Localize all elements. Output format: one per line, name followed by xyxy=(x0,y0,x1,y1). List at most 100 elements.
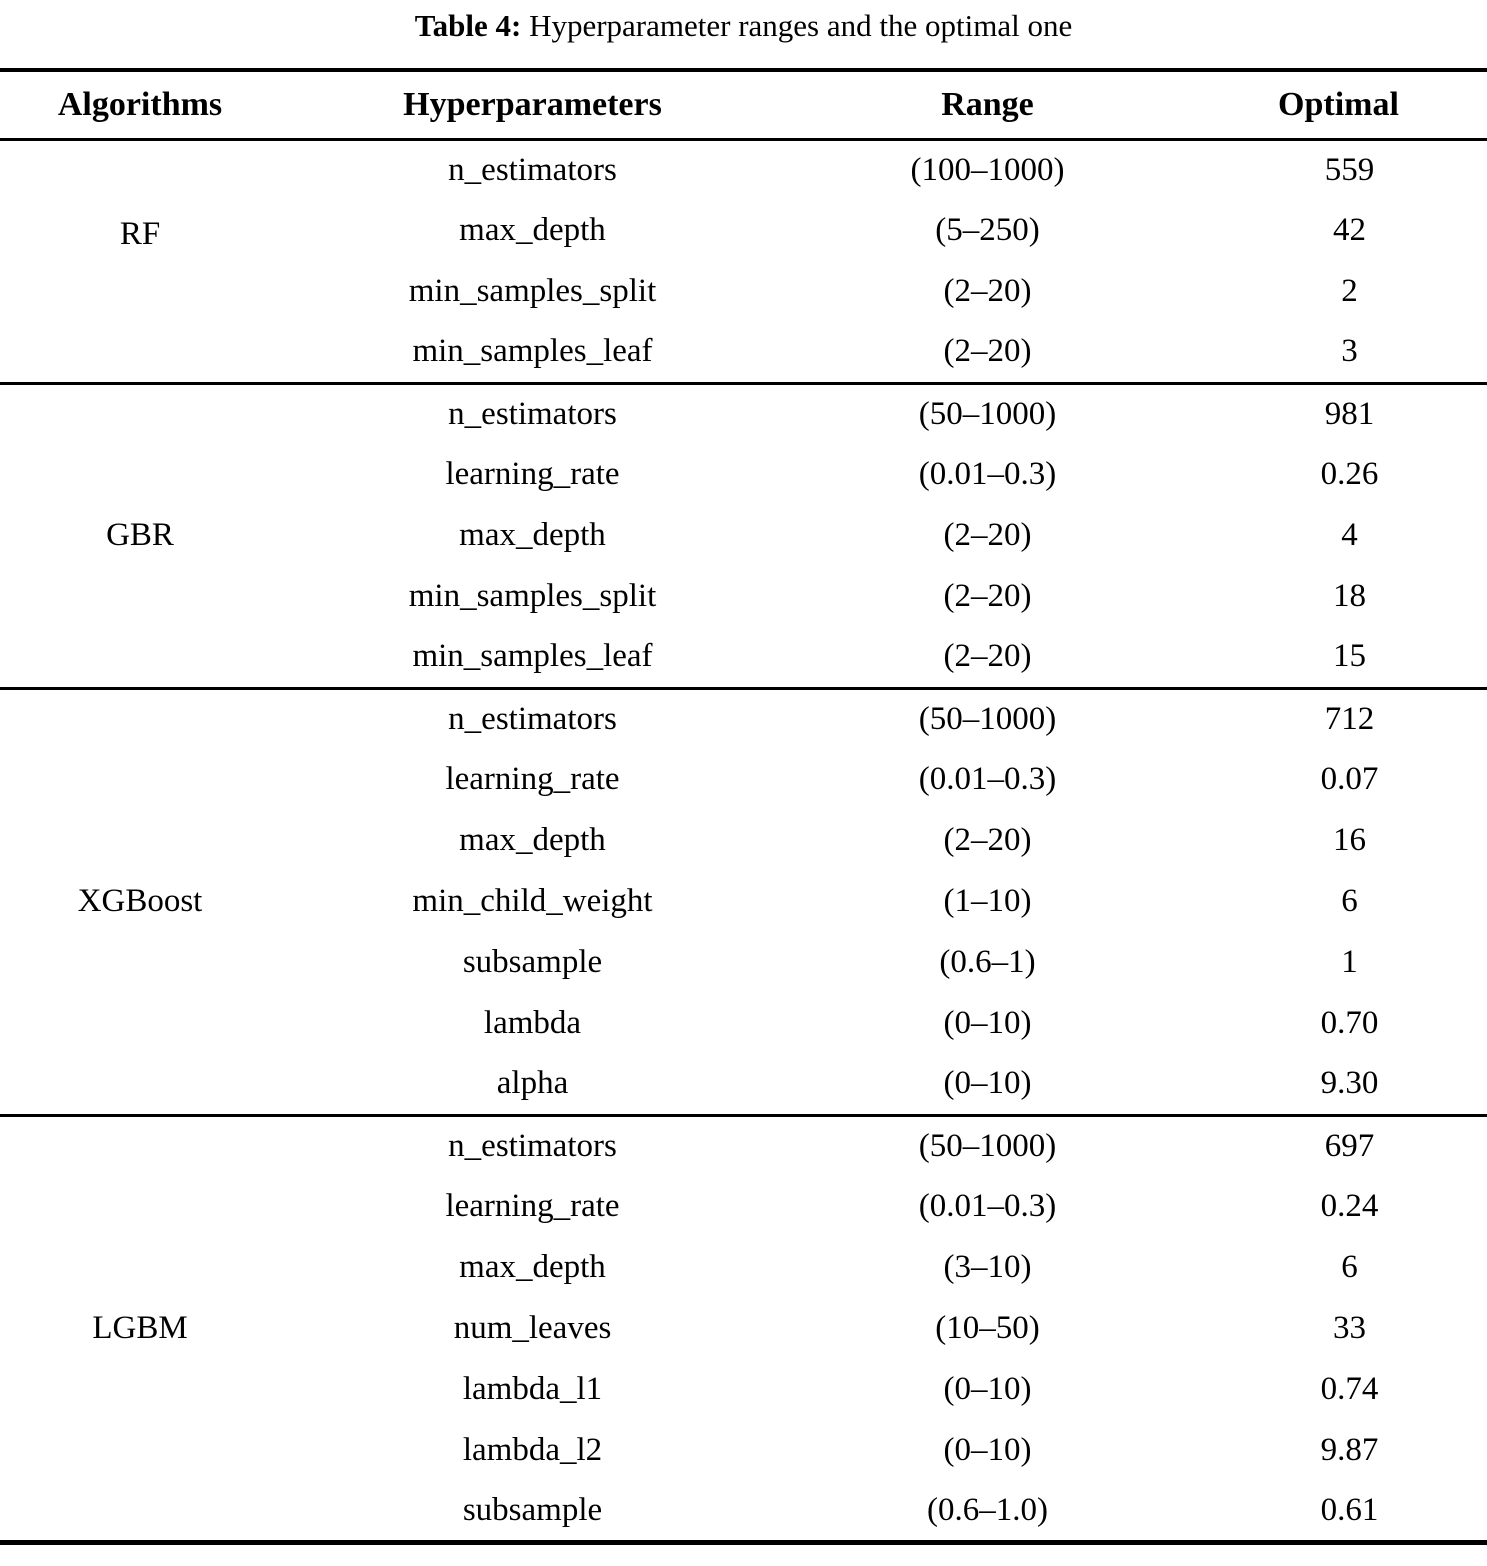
range-cell: (0.01–0.3) xyxy=(918,1188,1057,1224)
range-cell: (50–1000) xyxy=(918,1127,1057,1164)
hyperparameter-cell: n_estimators xyxy=(448,1127,617,1164)
hyperparameter-cell: subsample xyxy=(462,1491,603,1528)
table-row: lambda_l1 (0–10) 0.74 xyxy=(0,1359,1487,1420)
table-row: max_depth (2–20) 16 xyxy=(0,810,1487,871)
optimal-cell: 0.26 xyxy=(1320,456,1379,492)
optimal-cell: 559 xyxy=(1324,151,1375,188)
hyperparameter-cell: max_depth xyxy=(459,212,606,248)
range-cell: (3–10) xyxy=(943,1249,1032,1285)
optimal-cell: 697 xyxy=(1324,1127,1375,1164)
algorithm-cell: LGBM xyxy=(0,1115,280,1542)
range-cell: (0.6–1) xyxy=(939,944,1036,980)
range-cell: (2–20) xyxy=(943,517,1032,553)
table-row: min_samples_leaf (2–20) 15 xyxy=(0,627,1487,688)
range-cell: (0–10) xyxy=(943,1432,1032,1468)
optimal-cell: 0.24 xyxy=(1320,1188,1379,1224)
optimal-cell: 1 xyxy=(1341,944,1358,980)
range-cell: (1–10) xyxy=(943,883,1032,919)
optimal-cell: 3 xyxy=(1341,333,1358,370)
table-row: num_leaves (10–50) 33 xyxy=(0,1298,1487,1359)
hyperparameter-cell: min_samples_split xyxy=(408,578,657,614)
table-row: GBR n_estimators (50–1000) 981 xyxy=(0,383,1487,553)
optimal-cell: 2 xyxy=(1341,273,1358,309)
algorithm-label: XGBoost xyxy=(77,883,203,919)
hyperparameter-cell: learning_rate xyxy=(445,761,620,797)
optimal-cell: 42 xyxy=(1333,212,1366,248)
table-row: min_samples_leaf (2–20) 3 xyxy=(0,322,1487,383)
algorithm-label: LGBM xyxy=(92,1309,188,1346)
algorithm-cell: XGBoost xyxy=(0,688,280,1115)
hyperparameter-cell: subsample xyxy=(462,944,603,980)
algorithm-group: LGBM n_estimators (50–1000) 697 learning_rat… xyxy=(0,1115,1487,1542)
hyperparameter-cell: n_estimators xyxy=(448,395,617,432)
range-cell: (100–1000) xyxy=(910,151,1065,188)
range-cell: (2–20) xyxy=(943,578,1032,614)
table-row: max_depth (2–20) 4 xyxy=(0,505,1487,566)
hyperparameter-cell: min_samples_split xyxy=(408,273,657,309)
range-cell: (2–20) xyxy=(943,273,1032,309)
hyperparameter-cell: max_depth xyxy=(459,822,606,858)
table-row: XGBoost n_estimators (50–1000) 712 xyxy=(0,688,1487,919)
table-row: subsample (0.6–1.0) 0.61 xyxy=(0,1481,1487,1542)
table-row: RF n_estimators (100–1000) 559 xyxy=(0,139,1487,252)
optimal-cell: 0.74 xyxy=(1320,1371,1379,1407)
table-row: min_child_weight (1–10) 6 xyxy=(0,871,1487,932)
range-cell: (0.6–1.0) xyxy=(927,1491,1048,1528)
algorithm-label: GBR xyxy=(106,517,174,553)
hyperparameter-table: Algorithms Hyperparameters Range Optimal… xyxy=(0,68,1487,1545)
range-cell: (5–250) xyxy=(935,212,1040,248)
table-row: LGBM n_estimators (50–1000) 697 xyxy=(0,1115,1487,1346)
algorithm-cell: GBR xyxy=(0,383,280,688)
table-row: lambda (0–10) 0.70 xyxy=(0,993,1487,1054)
range-cell: (2–20) xyxy=(943,333,1032,370)
hyperparameter-cell: lambda_l1 xyxy=(462,1371,603,1407)
range-cell: (0–10) xyxy=(943,1371,1032,1407)
hyperparameter-cell: lambda_l2 xyxy=(462,1432,603,1468)
algorithm-group: RF n_estimators (100–1000) 559 max_depth (5–2… xyxy=(0,139,1487,383)
optimal-cell: 981 xyxy=(1324,395,1375,432)
header-optimal: Optimal xyxy=(1278,85,1399,123)
hyperparameter-cell: max_depth xyxy=(459,1249,606,1285)
header-range: Range xyxy=(941,85,1034,123)
range-cell: (0.01–0.3) xyxy=(918,761,1057,797)
range-cell: (2–20) xyxy=(943,822,1032,858)
optimal-cell: 6 xyxy=(1341,883,1358,919)
range-cell: (50–1000) xyxy=(918,395,1057,432)
algorithm-group: GBR n_estimators (50–1000) 981 learning_rate… xyxy=(0,383,1487,688)
optimal-cell: 18 xyxy=(1333,578,1366,614)
header-algorithms: Algorithms xyxy=(57,85,223,123)
optimal-cell: 0.07 xyxy=(1320,761,1379,797)
range-cell: (2–20) xyxy=(943,638,1032,675)
range-cell: (0.01–0.3) xyxy=(918,456,1057,492)
hyperparameter-cell: min_child_weight xyxy=(412,883,653,919)
algorithm-label: RF xyxy=(119,215,161,252)
hyperparameter-cell: n_estimators xyxy=(448,700,617,737)
table-row: lambda_l2 (0–10) 9.87 xyxy=(0,1420,1487,1481)
table-row: learning_rate (0.01–0.3) 0.24 xyxy=(0,1176,1487,1237)
optimal-cell: 9.30 xyxy=(1320,1065,1379,1102)
table-caption-label: Table 4: xyxy=(414,8,522,43)
table-row: max_depth (3–10) 6 xyxy=(0,1237,1487,1298)
range-cell: (50–1000) xyxy=(918,700,1057,737)
hyperparameter-cell: n_estimators xyxy=(448,151,617,188)
hyperparameter-cell: min_samples_leaf xyxy=(412,333,653,370)
hyperparameter-cell: alpha xyxy=(496,1065,569,1102)
range-cell: (0–10) xyxy=(943,1005,1032,1041)
hyperparameter-cell: max_depth xyxy=(459,517,606,553)
algorithm-cell: RF xyxy=(0,139,280,383)
table-row: learning_rate (0.01–0.3) 0.07 xyxy=(0,749,1487,810)
table-header: Algorithms Hyperparameters Range Optimal xyxy=(0,70,1487,139)
header-hyperparameters: Hyperparameters xyxy=(403,85,662,123)
hyperparameter-cell: min_samples_leaf xyxy=(412,638,653,675)
table-row: max_depth (5–250) 42 xyxy=(0,200,1487,261)
header-row: Algorithms Hyperparameters Range Optimal xyxy=(0,70,1487,139)
algorithm-group: XGBoost n_estimators (50–1000) 712 learning_… xyxy=(0,688,1487,1115)
range-cell: (10–50) xyxy=(935,1310,1040,1346)
optimal-cell: 0.61 xyxy=(1320,1491,1379,1528)
table-row: subsample (0.6–1) 1 xyxy=(0,932,1487,993)
optimal-cell: 9.87 xyxy=(1320,1432,1379,1468)
table-row: alpha (0–10) 9.30 xyxy=(0,1054,1487,1115)
table-caption: Table 4: Hyperparameter ranges and the o… xyxy=(0,0,1487,47)
hyperparameter-cell: learning_rate xyxy=(445,456,620,492)
